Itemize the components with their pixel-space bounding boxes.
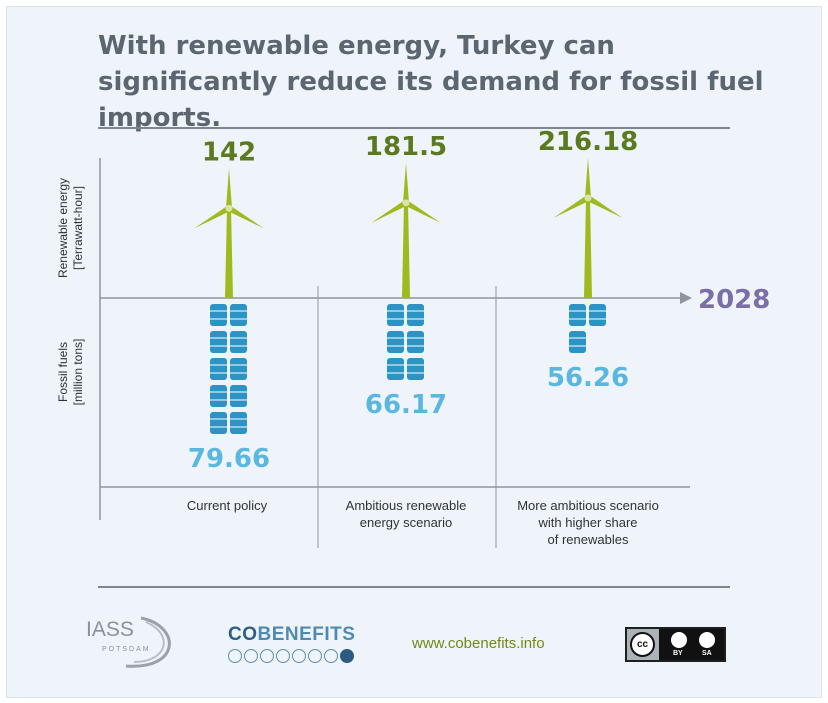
barrel-icon (407, 331, 424, 353)
turbine-blade (553, 195, 590, 218)
turbine-blade (226, 168, 232, 209)
barrel-body (407, 331, 424, 353)
leaf-icon (260, 649, 274, 663)
chart-marks: 142 181.5 216.18 79.66 66.17 56.26 (188, 127, 638, 474)
barrel-body (210, 412, 227, 434)
wind-turbine-icon (371, 162, 441, 298)
iass-swirl-icon (125, 616, 171, 668)
cc-badge-panel: BY SA (659, 629, 724, 660)
wind-icon (244, 649, 258, 663)
cc-license-badge[interactable]: cc BY SA (625, 627, 726, 662)
barrel-body (407, 358, 424, 380)
category-label: Current policy (187, 498, 268, 513)
cobenefits-rest: BENEFITS (257, 624, 356, 645)
barrel-body (210, 304, 227, 326)
year-label: 2028 (698, 285, 770, 315)
wind-turbine-icon (553, 158, 623, 298)
wind-turbine-icon (194, 168, 264, 298)
turbine-blade (586, 195, 623, 218)
cobenefits-name: COBENEFITS (228, 624, 355, 646)
barrel-icon (230, 412, 247, 434)
footer-divider (98, 586, 730, 588)
fossil-axis-label: Fossil fuels[million tons] (56, 339, 85, 406)
barrel-body (230, 358, 247, 380)
barrel-body (407, 304, 424, 326)
health-icon (340, 649, 354, 663)
share-alike-icon (699, 632, 715, 648)
barrel-icon (407, 358, 424, 380)
barrel-body (230, 331, 247, 353)
turbine-tower (584, 198, 592, 298)
renewable-value-label: 142 (202, 137, 256, 167)
renewable-axis-label: Renewable energy[Terrawatt-hour] (56, 178, 85, 278)
fossil-value-label: 56.26 (547, 363, 629, 393)
barrel-body (230, 304, 247, 326)
turbine-hub (584, 194, 592, 202)
turbine-blade (371, 200, 408, 223)
barrel-body (230, 412, 247, 434)
cobenefits-co: CO (228, 624, 258, 645)
barrel-icon (210, 412, 227, 434)
cobenefit-icons (228, 649, 355, 663)
barrel-body (210, 385, 227, 407)
barrel-icon (387, 358, 404, 380)
barrel-body (230, 385, 247, 407)
turbine-blade (585, 158, 591, 198)
barrel-body (210, 331, 227, 353)
barrel-icon (569, 331, 586, 353)
barrel-icon (387, 331, 404, 353)
turbine-blade (403, 162, 409, 203)
chart: 2028 Renewable energy[Terrawatt-hour] Foss… (56, 127, 770, 548)
iass-name: IASS (86, 618, 134, 641)
factory-icon (276, 649, 290, 663)
barrel-icon (230, 358, 247, 380)
turbine-hub (402, 199, 410, 207)
iass-subtitle: POTSDAM (102, 646, 151, 653)
solar-icon (228, 649, 242, 663)
barrel-body (387, 304, 404, 326)
category-label: More ambitious scenario with higher share… (517, 498, 659, 547)
cc-sa-label: SA (702, 650, 712, 657)
barrel-icon (387, 304, 404, 326)
barrel-icon (210, 385, 227, 407)
barrel-icon (210, 331, 227, 353)
iass-logo[interactable]: IASS POTSDAM (86, 612, 181, 672)
year-axis-arrow (680, 292, 692, 304)
renewable-value-label: 181.5 (365, 132, 447, 162)
barrel-body (387, 358, 404, 380)
cc-by-label: BY (673, 650, 683, 657)
axis-labels: 2028 Renewable energy[Terrawatt-hour] Foss… (56, 178, 770, 547)
turbine-hub (225, 204, 233, 212)
eye-icon (308, 649, 322, 663)
website-link[interactable]: www.cobenefits.info (412, 635, 545, 652)
title-divider (98, 127, 730, 129)
barrel-body (569, 304, 586, 326)
barrel-body (210, 358, 227, 380)
by-person-icon (671, 632, 687, 648)
turbine-blade (227, 205, 264, 229)
barrel-icon (569, 304, 586, 326)
fossil-value-label: 79.66 (188, 444, 270, 474)
cc-icon: cc (630, 632, 655, 657)
barrel-icon (407, 304, 424, 326)
cobenefits-logo[interactable]: COBENEFITS (228, 624, 355, 663)
gear-icon (292, 649, 306, 663)
turbine-tower (225, 208, 233, 298)
renewable-value-label: 216.18 (538, 127, 638, 157)
category-label: Ambitious renewable energy scenario (346, 498, 467, 530)
barrel-body (569, 331, 586, 353)
barrel-body (387, 331, 404, 353)
barrel-icon (210, 304, 227, 326)
truck-icon (324, 649, 338, 663)
barrel-icon (230, 304, 247, 326)
turbine-tower (402, 202, 410, 298)
barrel-icon (589, 304, 606, 326)
barrel-icon (210, 358, 227, 380)
barrel-icon (230, 385, 247, 407)
turbine-blade (194, 205, 231, 229)
turbine-blade (404, 200, 441, 223)
barrel-body (589, 304, 606, 326)
fossil-value-label: 66.17 (365, 390, 447, 420)
barrel-icon (230, 331, 247, 353)
